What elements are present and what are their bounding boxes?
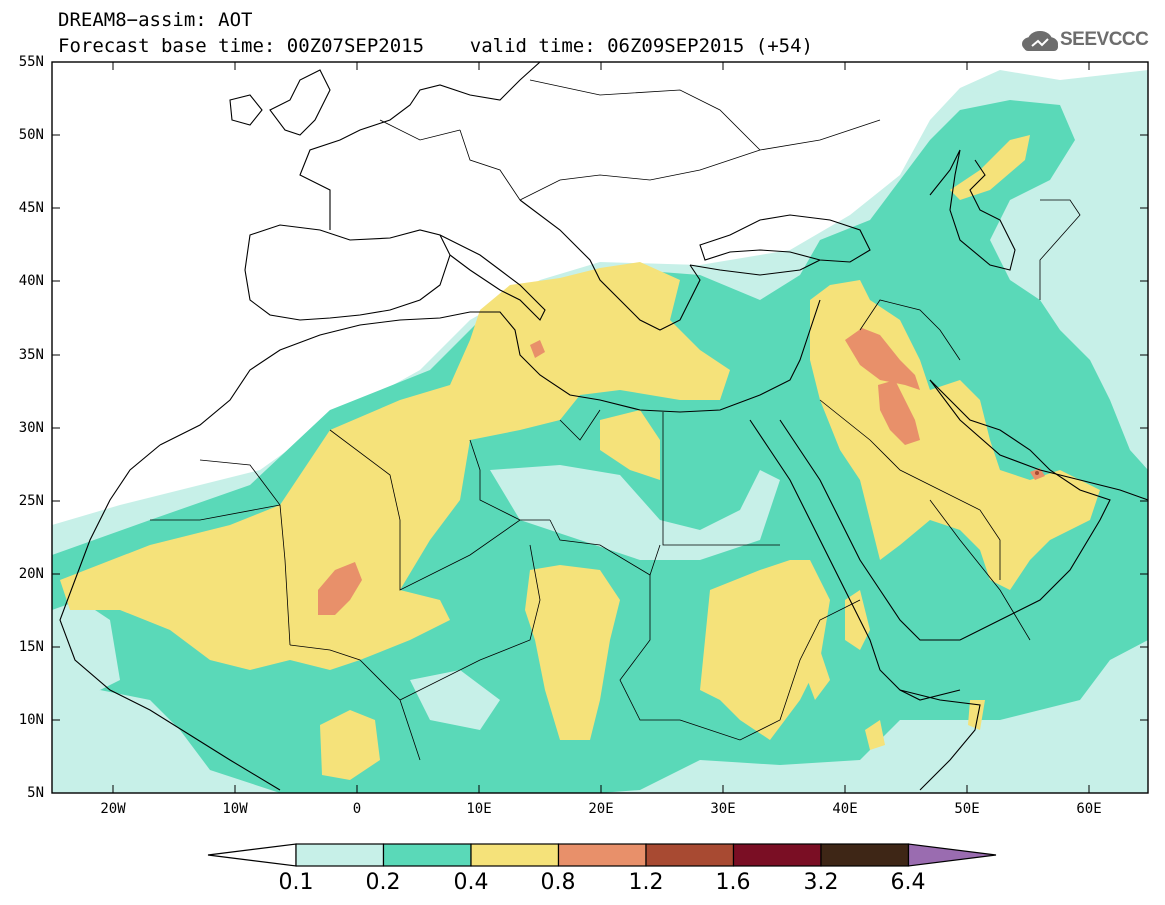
lon-ticks (112, 62, 1090, 793)
lat-label: 15N (18, 639, 44, 655)
aot-contour-0.8 (318, 328, 1045, 615)
colorbar-label: 1.2 (628, 870, 664, 895)
lat-ticks (52, 61, 1148, 721)
plot-title: DREAM8−assim: AOT (58, 9, 253, 31)
country-borders (150, 79, 1081, 761)
lon-label: 10W (222, 801, 248, 817)
colorbar-label: 0.2 (365, 870, 401, 895)
lat-label: 5N (27, 785, 44, 801)
lat-label: 45N (18, 200, 44, 216)
lon-label: 50E (954, 801, 980, 817)
lat-label: 20N (18, 566, 44, 582)
forecast-time-line: Forecast base time: 00Z07SEP2015 valid t… (58, 35, 813, 57)
lat-label: 30N (18, 420, 44, 436)
lon-label: 20E (588, 801, 614, 817)
lat-label: 50N (18, 127, 44, 143)
lat-label: 25N (18, 493, 44, 509)
colorbar-label: 1.6 (715, 870, 751, 895)
lat-label: 40N (18, 273, 44, 289)
lon-label: 60E (1076, 801, 1102, 817)
lon-label: 0 (352, 801, 362, 817)
lon-label: 20W (100, 801, 126, 817)
colorbar-label: 0.4 (453, 870, 489, 895)
cloud-icon (1022, 31, 1058, 51)
lat-label: 55N (18, 54, 44, 70)
lon-label: 10E (466, 801, 492, 817)
lat-label: 10N (18, 712, 44, 728)
aot-contour-0.1-inner (52, 465, 780, 730)
colorbar-label: 0.1 (278, 870, 314, 895)
coastlines (59, 62, 1148, 791)
lon-label: 30E (710, 801, 736, 817)
lon-label: 40E (832, 801, 858, 817)
aot-contour-1.2 (1035, 471, 1039, 475)
colorbar-label: 0.8 (540, 870, 576, 895)
logo-text: SEEVCCC (1060, 29, 1149, 50)
colorbar-label: 6.4 (890, 870, 926, 895)
colorbar-label: 3.2 (803, 870, 839, 895)
lat-label: 35N (18, 347, 44, 363)
